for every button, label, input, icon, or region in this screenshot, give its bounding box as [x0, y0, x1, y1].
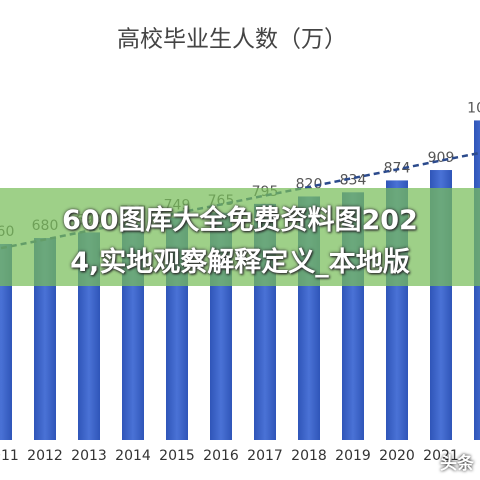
- overlay-text: 600图库大全免费资料图202: [62, 205, 418, 236]
- bar: [0, 243, 12, 440]
- data-label: 909: [428, 150, 455, 166]
- x-tick-label: 2011: [0, 448, 19, 464]
- overlay-text: 4,实地观察解释定义_本地版: [70, 247, 410, 278]
- x-tick-label: 2018: [291, 448, 327, 464]
- data-label: 834: [340, 172, 367, 188]
- chart-title: 高校毕业生人数（万）: [117, 27, 347, 53]
- x-tick-label: 2016: [203, 448, 239, 464]
- x-tick-label: 2017: [247, 448, 283, 464]
- x-tick-label: 2012: [27, 448, 63, 464]
- x-tick-label: 2021: [423, 448, 459, 464]
- overlay-banner: 600图库大全免费资料图202 4,实地观察解释定义_本地版: [0, 188, 480, 286]
- x-tick-label: 2013: [71, 448, 107, 464]
- x-tick-label: 2014: [115, 448, 151, 464]
- data-label: 1076: [467, 100, 480, 116]
- bar: [34, 238, 56, 440]
- x-tick-label: 2019: [335, 448, 371, 464]
- x-tick-label: 2015: [159, 448, 195, 464]
- watermark: 头条: [440, 454, 474, 474]
- x-tick-label: 2020: [379, 448, 415, 464]
